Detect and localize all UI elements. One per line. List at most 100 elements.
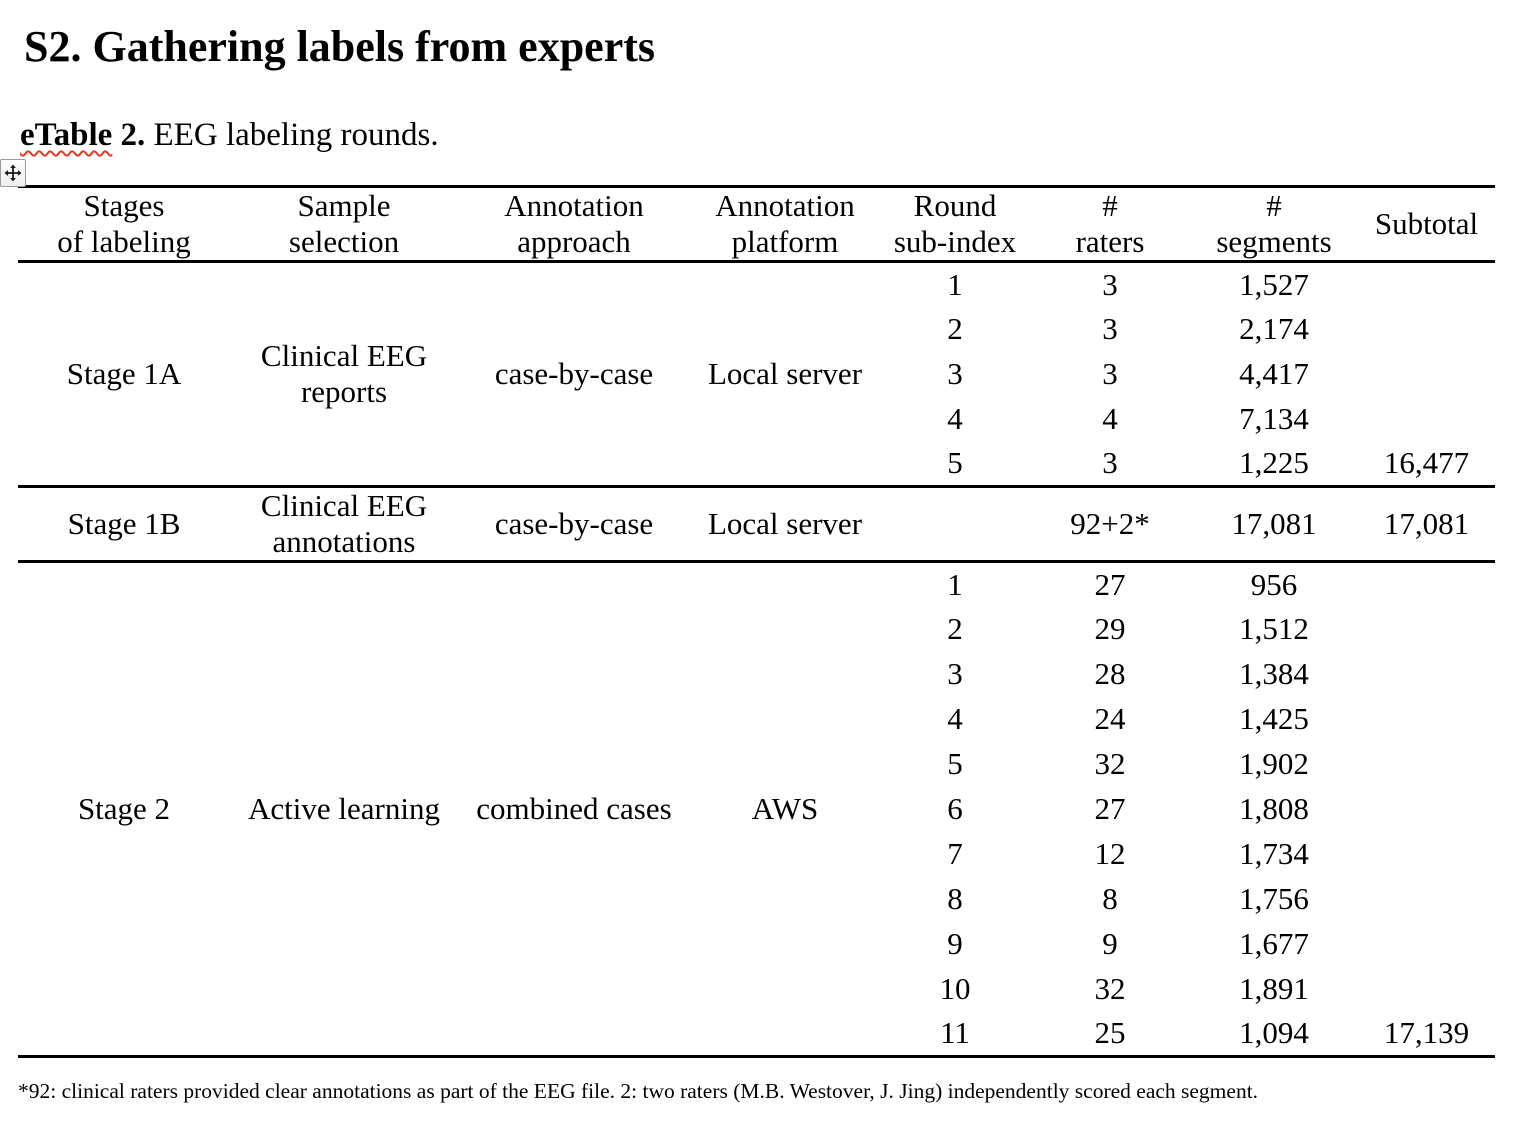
annotation-platform-cell: Local server (690, 261, 880, 488)
round-sub-index-cell: 5 (947, 746, 963, 781)
footnote: *92: clinical raters provided clear anno… (18, 1079, 1259, 1103)
col-header-subtotal: Subtotal (1358, 186, 1495, 263)
raters-cell: 32 (1094, 746, 1126, 781)
raters-cell: 4 (1102, 401, 1118, 436)
page-title: S2. Gathering labels from experts (24, 22, 656, 71)
raters-cell: 27 (1094, 791, 1126, 826)
round-sub-index-cell: 2 (947, 311, 963, 346)
round-sub-index-cell: 1 (947, 266, 963, 302)
table-row: 3 3 4,417 (18, 352, 1495, 397)
col-header-segments: # segments (1190, 186, 1358, 263)
table-row: 6 27 1,808 (18, 787, 1495, 832)
segments-cell: 7,134 (1239, 401, 1309, 436)
annotation-approach-cell: combined cases (458, 561, 690, 1058)
table-caption-label: eTable (20, 117, 113, 153)
raters-cell: 25 (1030, 1011, 1190, 1058)
segments-cell: 2,174 (1239, 311, 1309, 346)
segments-cell: 1,384 (1239, 656, 1309, 691)
raters-cell: 3 (1102, 356, 1118, 391)
segments-cell: 1,891 (1239, 971, 1309, 1006)
table-row: Stage 1A Clinical EEG reports case-by-ca… (18, 261, 1495, 488)
raters-cell: 3 (1102, 311, 1118, 346)
subtotal-cell: 17,081 (1358, 486, 1495, 563)
round-sub-index-cell: 11 (880, 1011, 1030, 1058)
table-row: 10 32 1,891 (18, 967, 1495, 1012)
segments-cell: 1,225 (1190, 441, 1358, 488)
segments-cell: 1,094 (1190, 1011, 1358, 1058)
annotation-platform-cell: Local server (690, 486, 880, 563)
raters-cell: 3 (1030, 441, 1190, 488)
subtotal-cell (1358, 787, 1495, 832)
table-row: 8 8 1,756 (18, 877, 1495, 922)
segments-cell: 1,512 (1239, 611, 1309, 646)
round-sub-index-cell: 3 (947, 656, 963, 691)
sample-selection-cell: Clinical EEG reports (230, 261, 458, 488)
annotation-approach-cell: case-by-case (458, 261, 690, 488)
table-row: Stage 2 Active learning combined cases A… (18, 561, 1495, 1058)
table-row: 9 9 1,677 (18, 922, 1495, 967)
subtotal-cell (1358, 397, 1495, 442)
round-sub-index-cell: 3 (947, 356, 963, 391)
raters-cell: 27 (1094, 566, 1126, 602)
segments-cell: 1,902 (1239, 746, 1309, 781)
col-header-sample-selection: Sample selection (230, 186, 458, 263)
raters-cell: 28 (1094, 656, 1126, 691)
raters-cell: 8 (1102, 881, 1118, 916)
stage-cell: Stage 1A (18, 261, 230, 488)
segments-cell: 1,425 (1239, 701, 1309, 736)
sample-selection-cell: Active learning (230, 561, 458, 1058)
subtotal-cell: 16,477 (1358, 441, 1495, 488)
table-row: 7 12 1,734 (18, 832, 1495, 877)
segments-cell: 17,081 (1190, 486, 1358, 563)
table-caption: eTable 2. EEG labeling rounds. (20, 115, 439, 155)
subtotal-cell (1358, 742, 1495, 787)
col-header-round-sub-index: Round sub-index (880, 186, 1030, 263)
segments-cell: 1,756 (1239, 881, 1309, 916)
eeg-labeling-rounds-table: Stages of labeling Sample selection Anno… (18, 185, 1495, 1058)
round-sub-index-cell: 6 (947, 791, 963, 826)
table-row: Stage 1B Clinical EEG annotations case-b… (18, 486, 1495, 563)
table-caption-number: 2. (112, 117, 146, 153)
round-sub-index-cell: 10 (939, 971, 971, 1006)
subtotal-cell (1358, 352, 1495, 397)
round-sub-index-cell: 9 (947, 926, 963, 961)
table-move-handle[interactable] (0, 159, 26, 187)
table-caption-text: EEG labeling rounds. (145, 117, 439, 153)
raters-cell: 32 (1094, 971, 1126, 1006)
subtotal-cell (1358, 967, 1495, 1012)
table-row: 5 32 1,902 (18, 742, 1495, 787)
round-sub-index-cell (880, 486, 1030, 563)
header-row: Stages of labeling Sample selection Anno… (18, 186, 1495, 263)
round-sub-index-cell: 4 (947, 401, 963, 436)
subtotal-cell: 17,139 (1358, 1011, 1495, 1058)
raters-cell: 12 (1094, 836, 1126, 871)
table-row: 4 4 7,134 (18, 397, 1495, 442)
table-row: 2 29 1,512 (18, 607, 1495, 652)
subtotal-cell (1358, 562, 1495, 607)
table-row: 4 24 1,425 (18, 697, 1495, 742)
col-header-annotation-approach: Annotation approach (458, 186, 690, 263)
subtotal-cell (1358, 922, 1495, 967)
raters-cell: 92+2* (1030, 486, 1190, 563)
col-header-annotation-platform: Annotation platform (690, 186, 880, 263)
round-sub-index-cell: 1 (947, 566, 963, 602)
segments-cell: 1,808 (1239, 791, 1309, 826)
raters-cell: 29 (1094, 611, 1126, 646)
col-header-raters: # raters (1030, 186, 1190, 263)
segments-cell: 1,734 (1239, 836, 1309, 871)
move-cross-icon (4, 164, 22, 182)
subtotal-cell (1358, 262, 1495, 307)
segments-cell: 956 (1250, 566, 1298, 602)
round-sub-index-cell: 4 (947, 701, 963, 736)
subtotal-cell (1358, 652, 1495, 697)
segments-cell: 4,417 (1239, 356, 1309, 391)
col-header-stages-of-labeling: Stages of labeling (18, 186, 230, 263)
stage-cell: Stage 1B (18, 486, 230, 563)
stage-cell: Stage 2 (18, 561, 230, 1058)
table-row: 5 3 1,225 16,477 (18, 441, 1495, 488)
raters-cell: 3 (1102, 266, 1118, 302)
table-row: 3 28 1,384 (18, 652, 1495, 697)
subtotal-cell (1358, 307, 1495, 352)
annotation-approach-cell: case-by-case (458, 486, 690, 563)
round-sub-index-cell: 7 (947, 836, 963, 871)
